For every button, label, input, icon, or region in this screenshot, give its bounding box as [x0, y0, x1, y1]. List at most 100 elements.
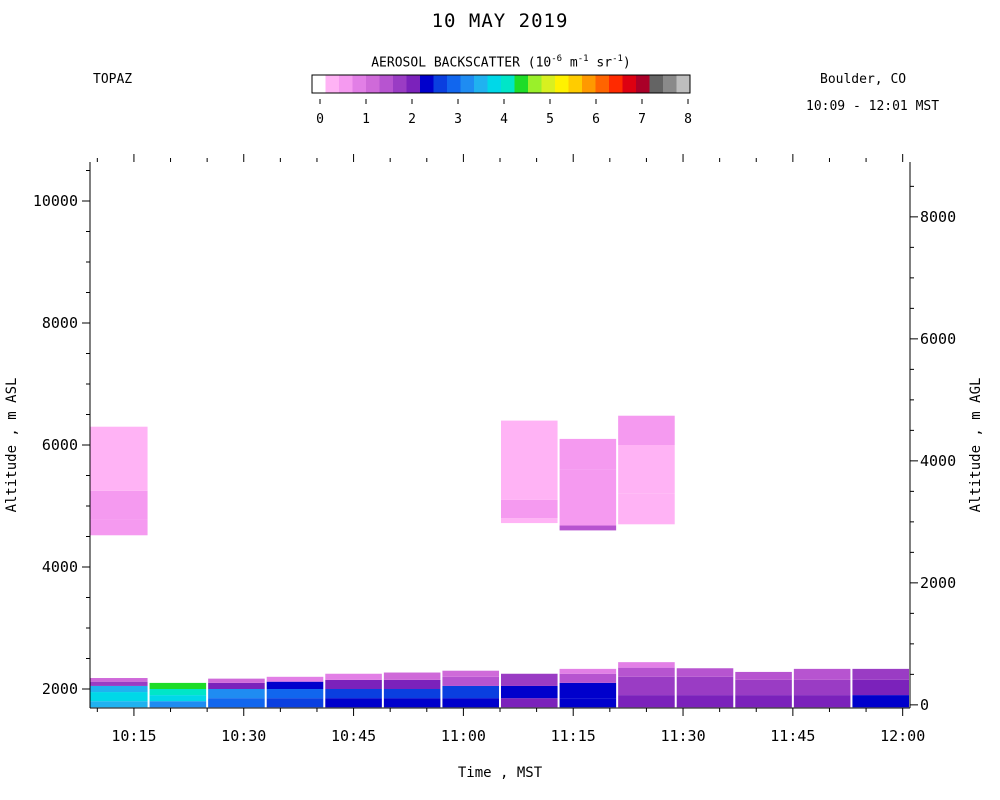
x-tick-label: 11:00: [441, 727, 486, 745]
heatmap-cell: [501, 685, 558, 699]
heatmap-cell: [266, 698, 324, 708]
heatmap-cell: [501, 673, 558, 686]
heatmap-cell: [442, 670, 499, 677]
heatmap-cell: [383, 689, 441, 699]
x-tick-label: 11:30: [660, 727, 705, 745]
colorbar-tick-label: 2: [408, 112, 416, 127]
heatmap-cell: [501, 499, 558, 519]
heatmap-cell: [208, 689, 265, 699]
heatmap-cell: [208, 678, 265, 683]
chart-title: 10 MAY 2019: [431, 10, 569, 32]
heatmap-cell: [618, 445, 675, 494]
location-label: Boulder, CO: [820, 72, 907, 87]
heatmap-cell: [676, 676, 734, 696]
colorbar: 0 1 2 3 4 5 6 7 8: [311, 74, 692, 127]
heatmap-cell: [383, 679, 441, 689]
colorbar-title: AEROSOL BACKSCATTER (10-6 m-1 sr-1): [371, 54, 631, 71]
y-left-tick-label: 6000: [42, 436, 78, 454]
heatmap-cell: [442, 698, 499, 708]
y-right-axis-label: Altitude , m AGL: [968, 378, 984, 513]
colorbar-swatch: [406, 75, 421, 93]
colorbar-swatch: [501, 75, 515, 93]
heatmap-cell: [90, 519, 148, 536]
y-right-tick-label: 2000: [920, 574, 956, 592]
heatmap-cell: [325, 673, 382, 680]
y-left-tick-label: 8000: [42, 314, 78, 332]
colorbar-swatch: [582, 75, 596, 93]
heatmap-cell: [149, 695, 207, 702]
y-right-tick-label: 6000: [920, 330, 956, 348]
colorbar-swatch: [609, 75, 623, 93]
heatmap-cell: [90, 685, 148, 693]
heatmap-cell: [559, 668, 617, 674]
plot-area: [90, 415, 909, 708]
heatmap-cell: [735, 679, 792, 696]
heatmap-cell: [325, 698, 382, 708]
y-right-tick-label: 0: [920, 696, 929, 714]
y-left-axis-label: Altitude , m ASL: [4, 378, 20, 513]
colorbar-swatch: [568, 75, 583, 93]
heatmap-cell: [618, 676, 675, 696]
heatmap-cell: [559, 682, 617, 699]
colorbar-swatch: [393, 75, 407, 93]
heatmap-cell: [325, 689, 382, 699]
colorbar-tick-label: 0: [316, 112, 324, 127]
colorbar-swatch: [420, 75, 434, 93]
colorbar-swatch: [339, 75, 353, 93]
heatmap-cell: [266, 681, 324, 689]
colorbar-swatch: [663, 75, 677, 93]
time-range-label: 10:09 - 12:01 MST: [806, 99, 940, 114]
axes: 10:15 10:30 10:45 11:00 11:15 11:30 11:45 12:00…: [4, 154, 984, 781]
colorbar-swatch: [487, 75, 502, 93]
colorbar-swatch: [636, 75, 650, 93]
heatmap-cell: [149, 689, 207, 696]
station-label: TOPAZ: [93, 72, 133, 87]
colorbar-tick-label: 7: [638, 112, 646, 127]
heatmap-cell: [501, 518, 558, 524]
heatmap-cell: [676, 695, 734, 708]
y-left-tick-label: 10000: [33, 192, 78, 210]
heatmap-cell: [559, 673, 617, 683]
heatmap-cell: [735, 695, 792, 708]
heatmap-cell: [90, 490, 148, 506]
colorbar-swatch: [541, 75, 556, 93]
x-tick-label: 12:00: [880, 727, 925, 745]
heatmap-cell: [501, 698, 558, 708]
heatmap-cell: [618, 662, 675, 668]
heatmap-cell: [383, 698, 441, 708]
y-right-tick-label: 8000: [920, 208, 956, 226]
heatmap-cell: [90, 426, 148, 491]
x-tick-label: 11:45: [770, 727, 815, 745]
heatmap-cell: [852, 679, 909, 696]
heatmap-cell: [559, 525, 617, 531]
heatmap-cell: [90, 681, 148, 686]
heatmap-cell: [852, 695, 909, 708]
heatmap-cell: [149, 701, 207, 708]
colorbar-tick-label: 8: [684, 112, 692, 127]
heatmap-cell: [618, 695, 675, 708]
colorbar-tick-label: 3: [454, 112, 462, 127]
colorbar-swatch: [447, 75, 461, 93]
heatmap-cell: [90, 678, 148, 682]
colorbar-swatch: [325, 75, 340, 93]
colorbar-swatch: [312, 75, 326, 93]
heatmap-cell: [90, 692, 148, 702]
colorbar-swatch: [555, 75, 569, 93]
colorbar-swatch: [676, 75, 691, 93]
colorbar-tick-label: 1: [362, 112, 370, 127]
colorbar-swatch: [622, 75, 637, 93]
heatmap-cell: [501, 420, 558, 500]
colorbar-swatch: [366, 75, 380, 93]
colorbar-swatch: [352, 75, 367, 93]
heatmap-cell: [208, 698, 265, 708]
heatmap-cell: [90, 506, 148, 520]
heatmap-cell: [618, 667, 675, 677]
heatmap-cell: [676, 668, 734, 677]
heatmap-cell: [793, 679, 851, 696]
heatmap-cell: [383, 672, 441, 680]
heatmap-cell: [90, 701, 148, 708]
heatmap-cell: [442, 676, 499, 686]
colorbar-swatch: [514, 75, 529, 93]
heatmap-cell: [559, 469, 617, 526]
x-tick-label: 10:45: [331, 727, 376, 745]
